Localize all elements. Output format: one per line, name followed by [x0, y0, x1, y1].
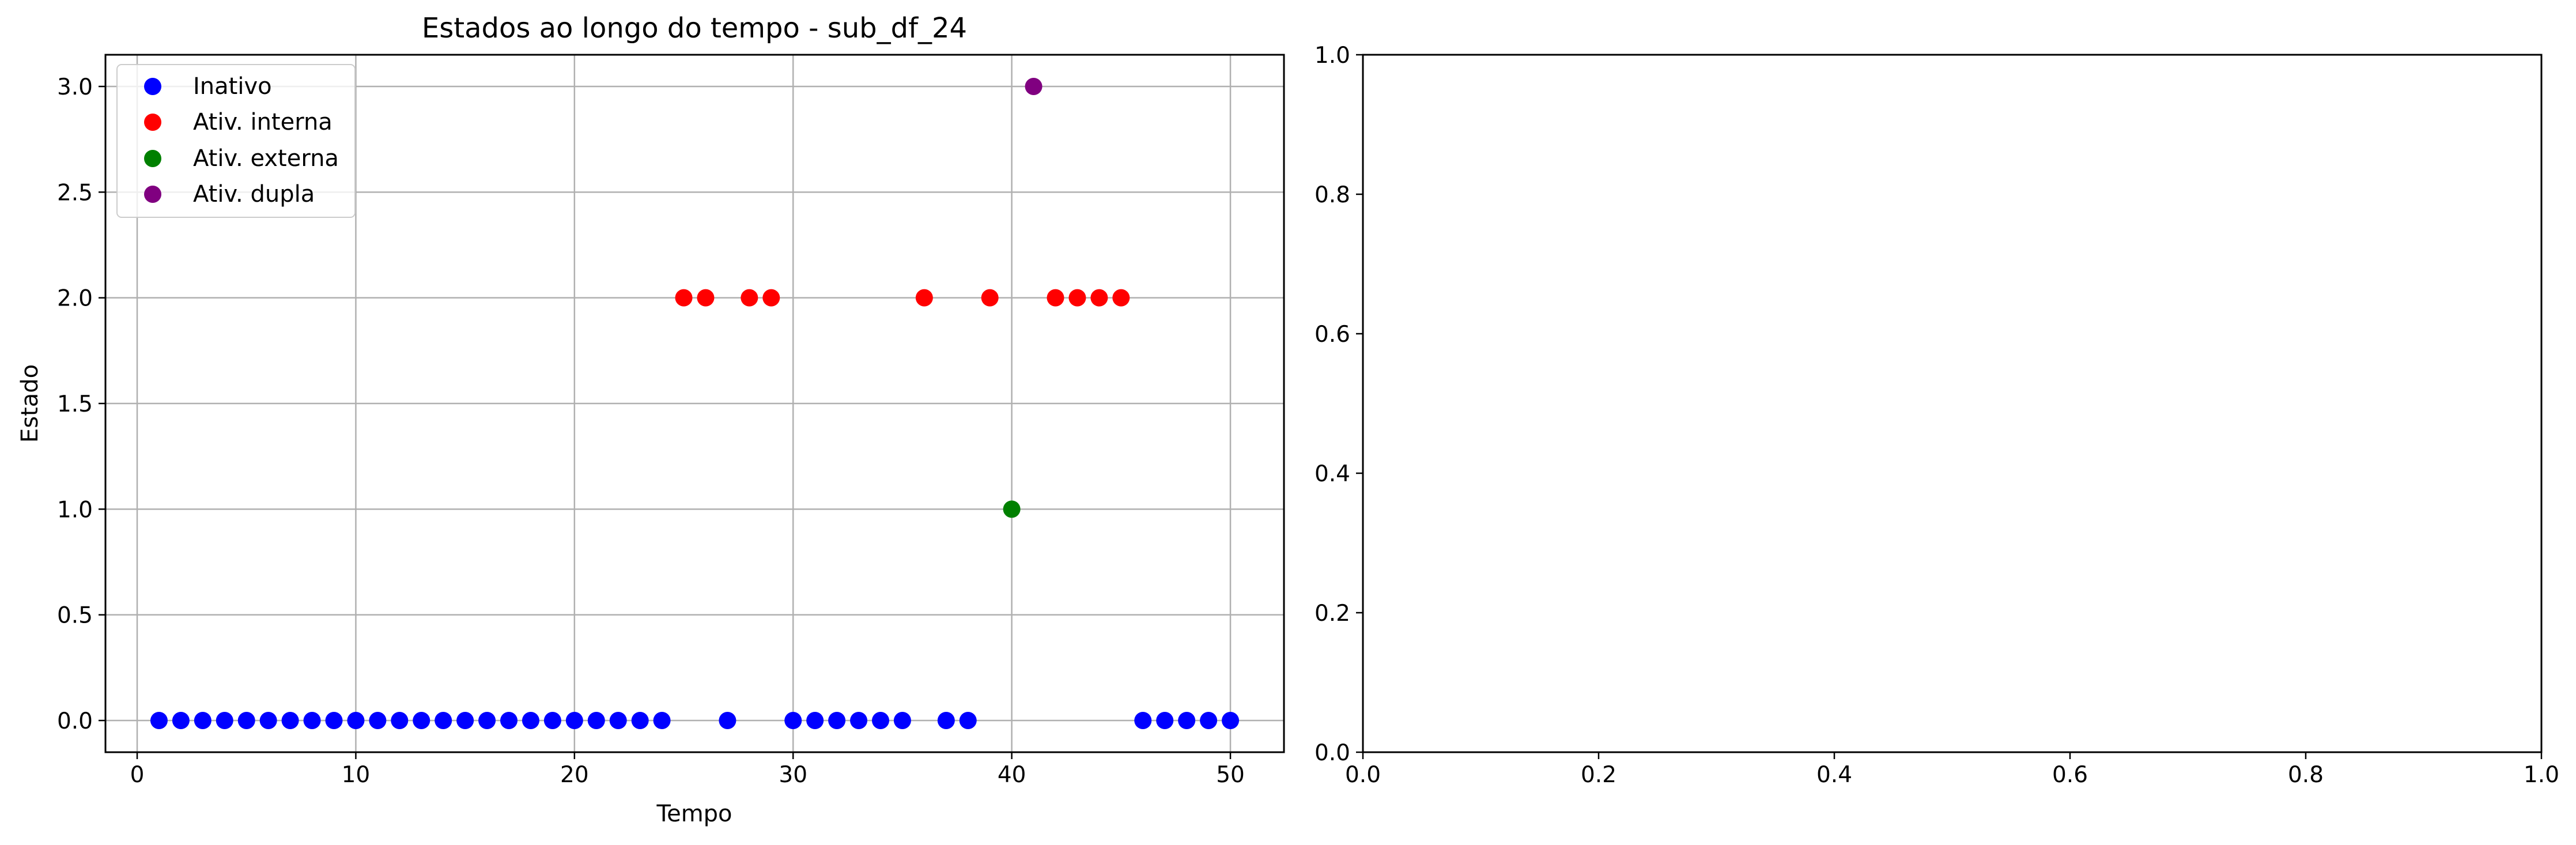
point-inativo	[347, 712, 365, 729]
point-inativo	[1200, 712, 1218, 729]
point-ativ-interna	[697, 289, 715, 307]
right-axes-frame	[1362, 54, 2543, 753]
legend-label-ativ-interna: Ativ. interna	[193, 109, 333, 135]
point-ativ-interna	[741, 289, 758, 307]
left-x-ticks: 0 10 20 30 40 50	[130, 752, 1245, 788]
point-inativo	[565, 712, 583, 729]
right-y-tick-label: 0.4	[1315, 461, 1350, 487]
left-x-axis-label: Tempo	[656, 801, 732, 827]
right-x-tick-label: 0.0	[1345, 762, 1381, 788]
point-inativo	[937, 712, 955, 729]
point-inativo	[391, 712, 409, 729]
right-chart: 0.0 0.2 0.4 0.6 0.8 1.0 0.0 0.2 0.4 0.6 0.8 1.0	[1315, 43, 2559, 788]
point-inativo	[1156, 712, 1174, 729]
point-inativo	[194, 712, 211, 729]
point-inativo	[325, 712, 343, 729]
point-ativ-interna	[1047, 289, 1064, 307]
point-inativo	[850, 712, 868, 729]
left-y-tick-label: 0.0	[57, 708, 93, 734]
right-x-tick-label: 1.0	[2524, 762, 2559, 788]
point-inativo	[456, 712, 474, 729]
left-points	[150, 78, 1240, 729]
point-inativo	[172, 712, 190, 729]
legend-label-ativ-externa: Ativ. externa	[193, 145, 339, 172]
left-y-ticks: 0.0 0.5 1.0 1.5 2.0 2.5 3.0	[57, 74, 105, 734]
legend-box	[116, 64, 356, 218]
left-y-tick-label: 2.5	[57, 180, 93, 206]
left-y-tick-label: 1.0	[57, 497, 93, 523]
point-inativo	[216, 712, 233, 729]
point-ativ-interna	[1090, 289, 1108, 307]
point-inativo	[587, 712, 605, 729]
point-inativo	[237, 712, 255, 729]
point-inativo	[522, 712, 539, 729]
left-x-tick-label: 50	[1216, 762, 1245, 788]
point-inativo	[259, 712, 277, 729]
left-x-tick-label: 30	[779, 762, 807, 788]
right-y-tick-label: 0.6	[1315, 322, 1350, 348]
legend-label-ativ-dupla: Ativ. dupla	[193, 181, 315, 208]
point-inativo	[609, 712, 627, 729]
left-chart: 0 10 20 30 40 50 0.0 0.5 1.0 1.5 2.0 2.5 3.0 Estado…	[17, 12, 1285, 827]
legend-label-inativo: Inativo	[193, 73, 272, 100]
right-x-tick-label: 0.8	[2288, 762, 2324, 788]
point-inativo	[500, 712, 518, 729]
point-inativo	[478, 712, 496, 729]
right-x-ticks: 0.0 0.2 0.4 0.6 0.8 1.0	[1345, 752, 2559, 788]
left-x-tick-label: 40	[998, 762, 1026, 788]
point-inativo	[871, 712, 889, 729]
left-y-tick-label: 0.5	[57, 603, 93, 629]
point-inativo	[784, 712, 802, 729]
point-inativo	[719, 712, 736, 729]
right-y-ticks: 0.0 0.2 0.4 0.6 0.8 1.0	[1315, 43, 1363, 766]
right-y-tick-label: 0.8	[1315, 182, 1350, 208]
point-inativo	[303, 712, 321, 729]
legend-marker-ativ-interna	[144, 114, 161, 131]
right-y-tick-label: 0.2	[1315, 601, 1350, 627]
point-inativo	[1222, 712, 1240, 729]
point-inativo	[1178, 712, 1196, 729]
left-y-tick-label: 2.0	[57, 286, 93, 312]
legend-marker-inativo	[144, 78, 161, 95]
point-inativo	[806, 712, 824, 729]
legend: Inativo Ativ. interna Ativ. externa Ativ…	[116, 64, 356, 218]
point-inativo	[893, 712, 911, 729]
point-ativ-externa	[1003, 500, 1021, 518]
point-inativo	[281, 712, 299, 729]
left-y-tick-label: 3.0	[57, 74, 93, 100]
point-inativo	[543, 712, 561, 729]
point-inativo	[369, 712, 387, 729]
point-inativo	[413, 712, 430, 729]
point-ativ-interna	[915, 289, 933, 307]
point-ativ-interna	[1112, 289, 1130, 307]
point-ativ-interna	[981, 289, 999, 307]
right-x-tick-label: 0.6	[2052, 762, 2088, 788]
left-x-tick-label: 20	[560, 762, 589, 788]
left-y-axis-label: Estado	[17, 364, 43, 443]
point-ativ-interna	[1068, 289, 1086, 307]
point-inativo	[828, 712, 846, 729]
right-x-tick-label: 0.2	[1581, 762, 1616, 788]
point-inativo	[631, 712, 649, 729]
right-y-tick-label: 1.0	[1315, 43, 1350, 69]
left-chart-title: Estados ao longo do tempo - sub_df_24	[422, 12, 967, 44]
left-x-tick-label: 10	[342, 762, 371, 788]
left-y-tick-label: 1.5	[57, 391, 93, 417]
left-x-tick-label: 0	[130, 762, 145, 788]
right-x-tick-label: 0.4	[1816, 762, 1852, 788]
right-y-tick-label: 0.0	[1315, 740, 1350, 766]
point-inativo	[150, 712, 168, 729]
point-ativ-interna	[762, 289, 780, 307]
point-ativ-interna	[675, 289, 693, 307]
point-inativo	[435, 712, 452, 729]
point-inativo	[653, 712, 671, 729]
point-inativo	[1134, 712, 1152, 729]
point-inativo	[959, 712, 977, 729]
legend-marker-ativ-dupla	[144, 186, 161, 203]
legend-marker-ativ-externa	[144, 150, 161, 167]
point-ativ-dupla	[1025, 78, 1043, 95]
